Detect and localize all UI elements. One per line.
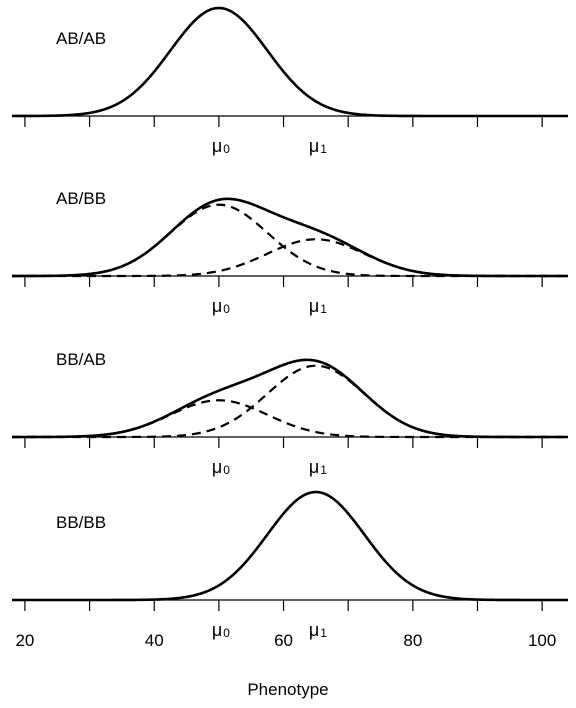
mu1-subscript: 1 xyxy=(320,463,327,477)
mu0-label: μ0 xyxy=(212,296,230,316)
mu1-label: μ1 xyxy=(309,296,327,316)
mixture-density-curve xyxy=(12,6,568,118)
mu1-label: μ1 xyxy=(309,620,327,640)
mixture-density-curve xyxy=(12,197,568,278)
mu0-label: μ0 xyxy=(212,136,230,156)
mu0-subscript: 0 xyxy=(223,626,230,640)
component-curve-mu0 xyxy=(12,399,568,439)
component-curve-mu0 xyxy=(12,203,568,278)
mu0-subscript: 0 xyxy=(223,302,230,316)
mu1-subscript: 1 xyxy=(320,626,327,640)
panel-ab-ab: AB/AB μ0 μ1 xyxy=(12,6,568,156)
mu0-label: μ0 xyxy=(212,620,230,640)
panel-label: BB/BB xyxy=(56,513,106,532)
x-tick-label: 80 xyxy=(403,631,422,650)
x-axis-label: Phenotype xyxy=(247,680,328,699)
x-tick-label: 100 xyxy=(528,631,556,650)
mu1-label: μ1 xyxy=(309,136,327,156)
panel-bb-bb: BB/BB μ0 μ1 20 40 60 80 100 xyxy=(12,490,568,650)
x-tick-label: 20 xyxy=(15,631,34,650)
mu0-subscript: 0 xyxy=(223,463,230,477)
panel-label: AB/AB xyxy=(56,29,106,48)
panel-bb-ab: BB/AB μ0 μ1 xyxy=(12,350,568,477)
mu0-label: μ0 xyxy=(212,457,230,477)
mixture-density-curve xyxy=(12,358,568,439)
panel-label: BB/AB xyxy=(56,350,106,369)
component-curve-mu1 xyxy=(12,364,568,439)
panels-layer: AB/AB μ0 μ1 AB/BB μ0 μ1 BB/AB μ0 μ1 BB/BB μ0 μ1 20 40… xyxy=(12,6,568,650)
component-curve-mu1 xyxy=(12,238,568,278)
mu1-subscript: 1 xyxy=(320,302,327,316)
x-tick-label: 60 xyxy=(274,631,293,650)
mixture-density-curve xyxy=(12,490,568,602)
panel-ab-bb: AB/BB μ0 μ1 xyxy=(12,189,568,316)
mu1-label: μ1 xyxy=(309,457,327,477)
panel-label: AB/BB xyxy=(56,189,106,208)
mu0-subscript: 0 xyxy=(223,142,230,156)
mu1-subscript: 1 xyxy=(320,142,327,156)
x-tick-label: 40 xyxy=(145,631,164,650)
